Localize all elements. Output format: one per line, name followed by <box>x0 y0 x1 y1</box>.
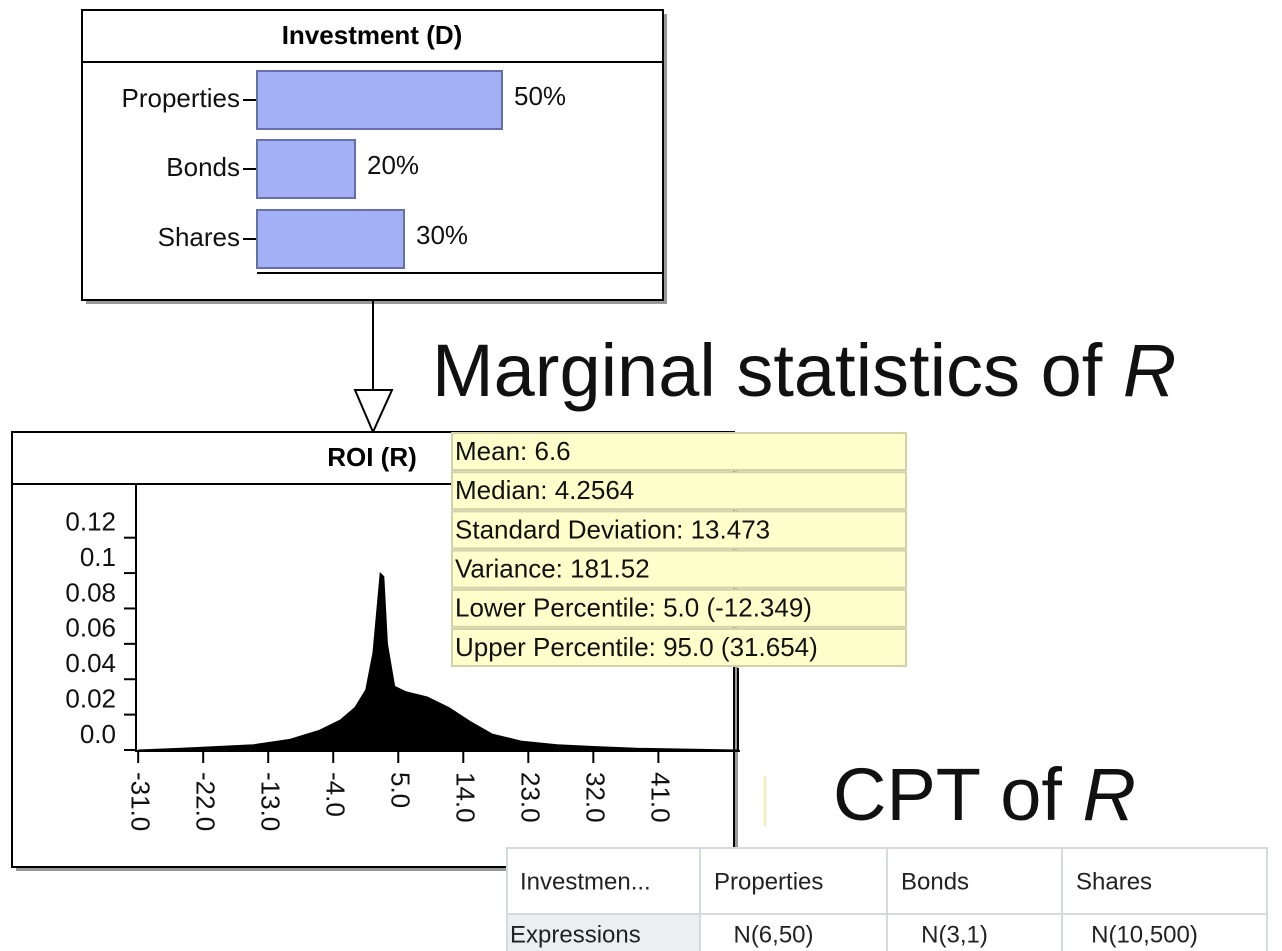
table-cell-text: N(3,1) <box>921 921 988 948</box>
statistics-tooltip: Mean: 6.6 Median: 4.2564 Standard Deviatio… <box>451 432 907 667</box>
heading: CPT of R <box>833 753 1136 836</box>
x-tick-label: -22.0 <box>190 772 220 831</box>
bar-chart: Properties 50% Bonds 20% Shares 30% <box>122 70 566 269</box>
density-curve <box>138 571 738 751</box>
column-header: Shares <box>1076 868 1152 895</box>
cpt-table: Investmen... Properties Bonds Shares Express… <box>506 847 1268 951</box>
statistic-row <box>451 549 907 589</box>
node-title: ROI (R) <box>327 442 417 472</box>
node-title: Investment (D) <box>282 20 463 50</box>
table-cell <box>699 913 888 951</box>
y-tick-label: 0.1 <box>80 542 116 572</box>
y-tick-label: 0.08 <box>65 577 116 607</box>
density-area <box>138 573 738 750</box>
statistic-text: Lower Percentile: 5.0 (-12.349) <box>455 593 812 623</box>
statistic-text: Variance: 181.52 <box>455 553 650 583</box>
y-tick-label: 0.06 <box>65 613 116 643</box>
bar <box>256 209 405 269</box>
category-label: Shares <box>158 222 240 252</box>
y-tick-label: 0.12 <box>65 507 116 537</box>
y-tick-label: 0.0 <box>80 719 116 749</box>
heading-text: Marginal statistics of <box>432 329 1123 412</box>
statistic-row <box>451 588 907 628</box>
statistic-row <box>451 471 907 511</box>
value-label: 30% <box>416 220 468 250</box>
table-cell-text: N(6,50) <box>733 921 813 948</box>
statistic-row <box>451 432 907 471</box>
statistic-text: Median: 4.2564 <box>455 475 634 505</box>
y-tick-label: 0.04 <box>65 648 116 678</box>
bar <box>256 139 356 199</box>
column-header: Properties <box>714 868 823 895</box>
statistic-row <box>451 628 907 667</box>
column-header: Investmen... <box>520 868 651 895</box>
x-tick-label: 32.0 <box>580 772 610 823</box>
column-header: Bonds <box>901 868 969 895</box>
table-cell-text: N(10,500) <box>1091 921 1198 948</box>
statistic-text: Standard Deviation: 13.473 <box>455 514 770 544</box>
heading-text: CPT of <box>833 753 1083 836</box>
x-tick-label: 41.0 <box>645 772 675 823</box>
category-label: Bonds <box>166 152 240 182</box>
heading-variable: R <box>1123 329 1176 412</box>
table-cell <box>1061 913 1268 951</box>
x-tick-label: -13.0 <box>255 772 285 831</box>
value-label: 20% <box>367 150 419 180</box>
table-cell <box>1061 847 1268 915</box>
category-label: Properties <box>122 83 241 113</box>
bar <box>256 70 503 130</box>
x-tick-label: 14.0 <box>450 772 480 823</box>
statistic-text: Mean: 6.6 <box>455 436 571 466</box>
table-cell-text: Expressions <box>510 921 641 948</box>
value-label: 50% <box>514 81 566 111</box>
y-tick-label: 0.02 <box>65 683 116 713</box>
statistic-row <box>451 510 907 550</box>
density-chart: 0.0 0.02 0.04 0.06 0.08 0.1 0.12 -31.0 -22.0 -13.… <box>65 507 738 831</box>
heading: Marginal statistics of R <box>432 329 1176 412</box>
x-tick-label: 5.0 <box>385 772 415 808</box>
statistic-text: Upper Percentile: 95.0 (31.654) <box>455 632 818 662</box>
x-tick-label: -4.0 <box>320 772 350 817</box>
x-tick-label: 23.0 <box>515 772 545 823</box>
x-tick-label: -31.0 <box>125 772 155 831</box>
heading-variable: R <box>1083 753 1136 836</box>
arrow-head <box>353 389 394 435</box>
